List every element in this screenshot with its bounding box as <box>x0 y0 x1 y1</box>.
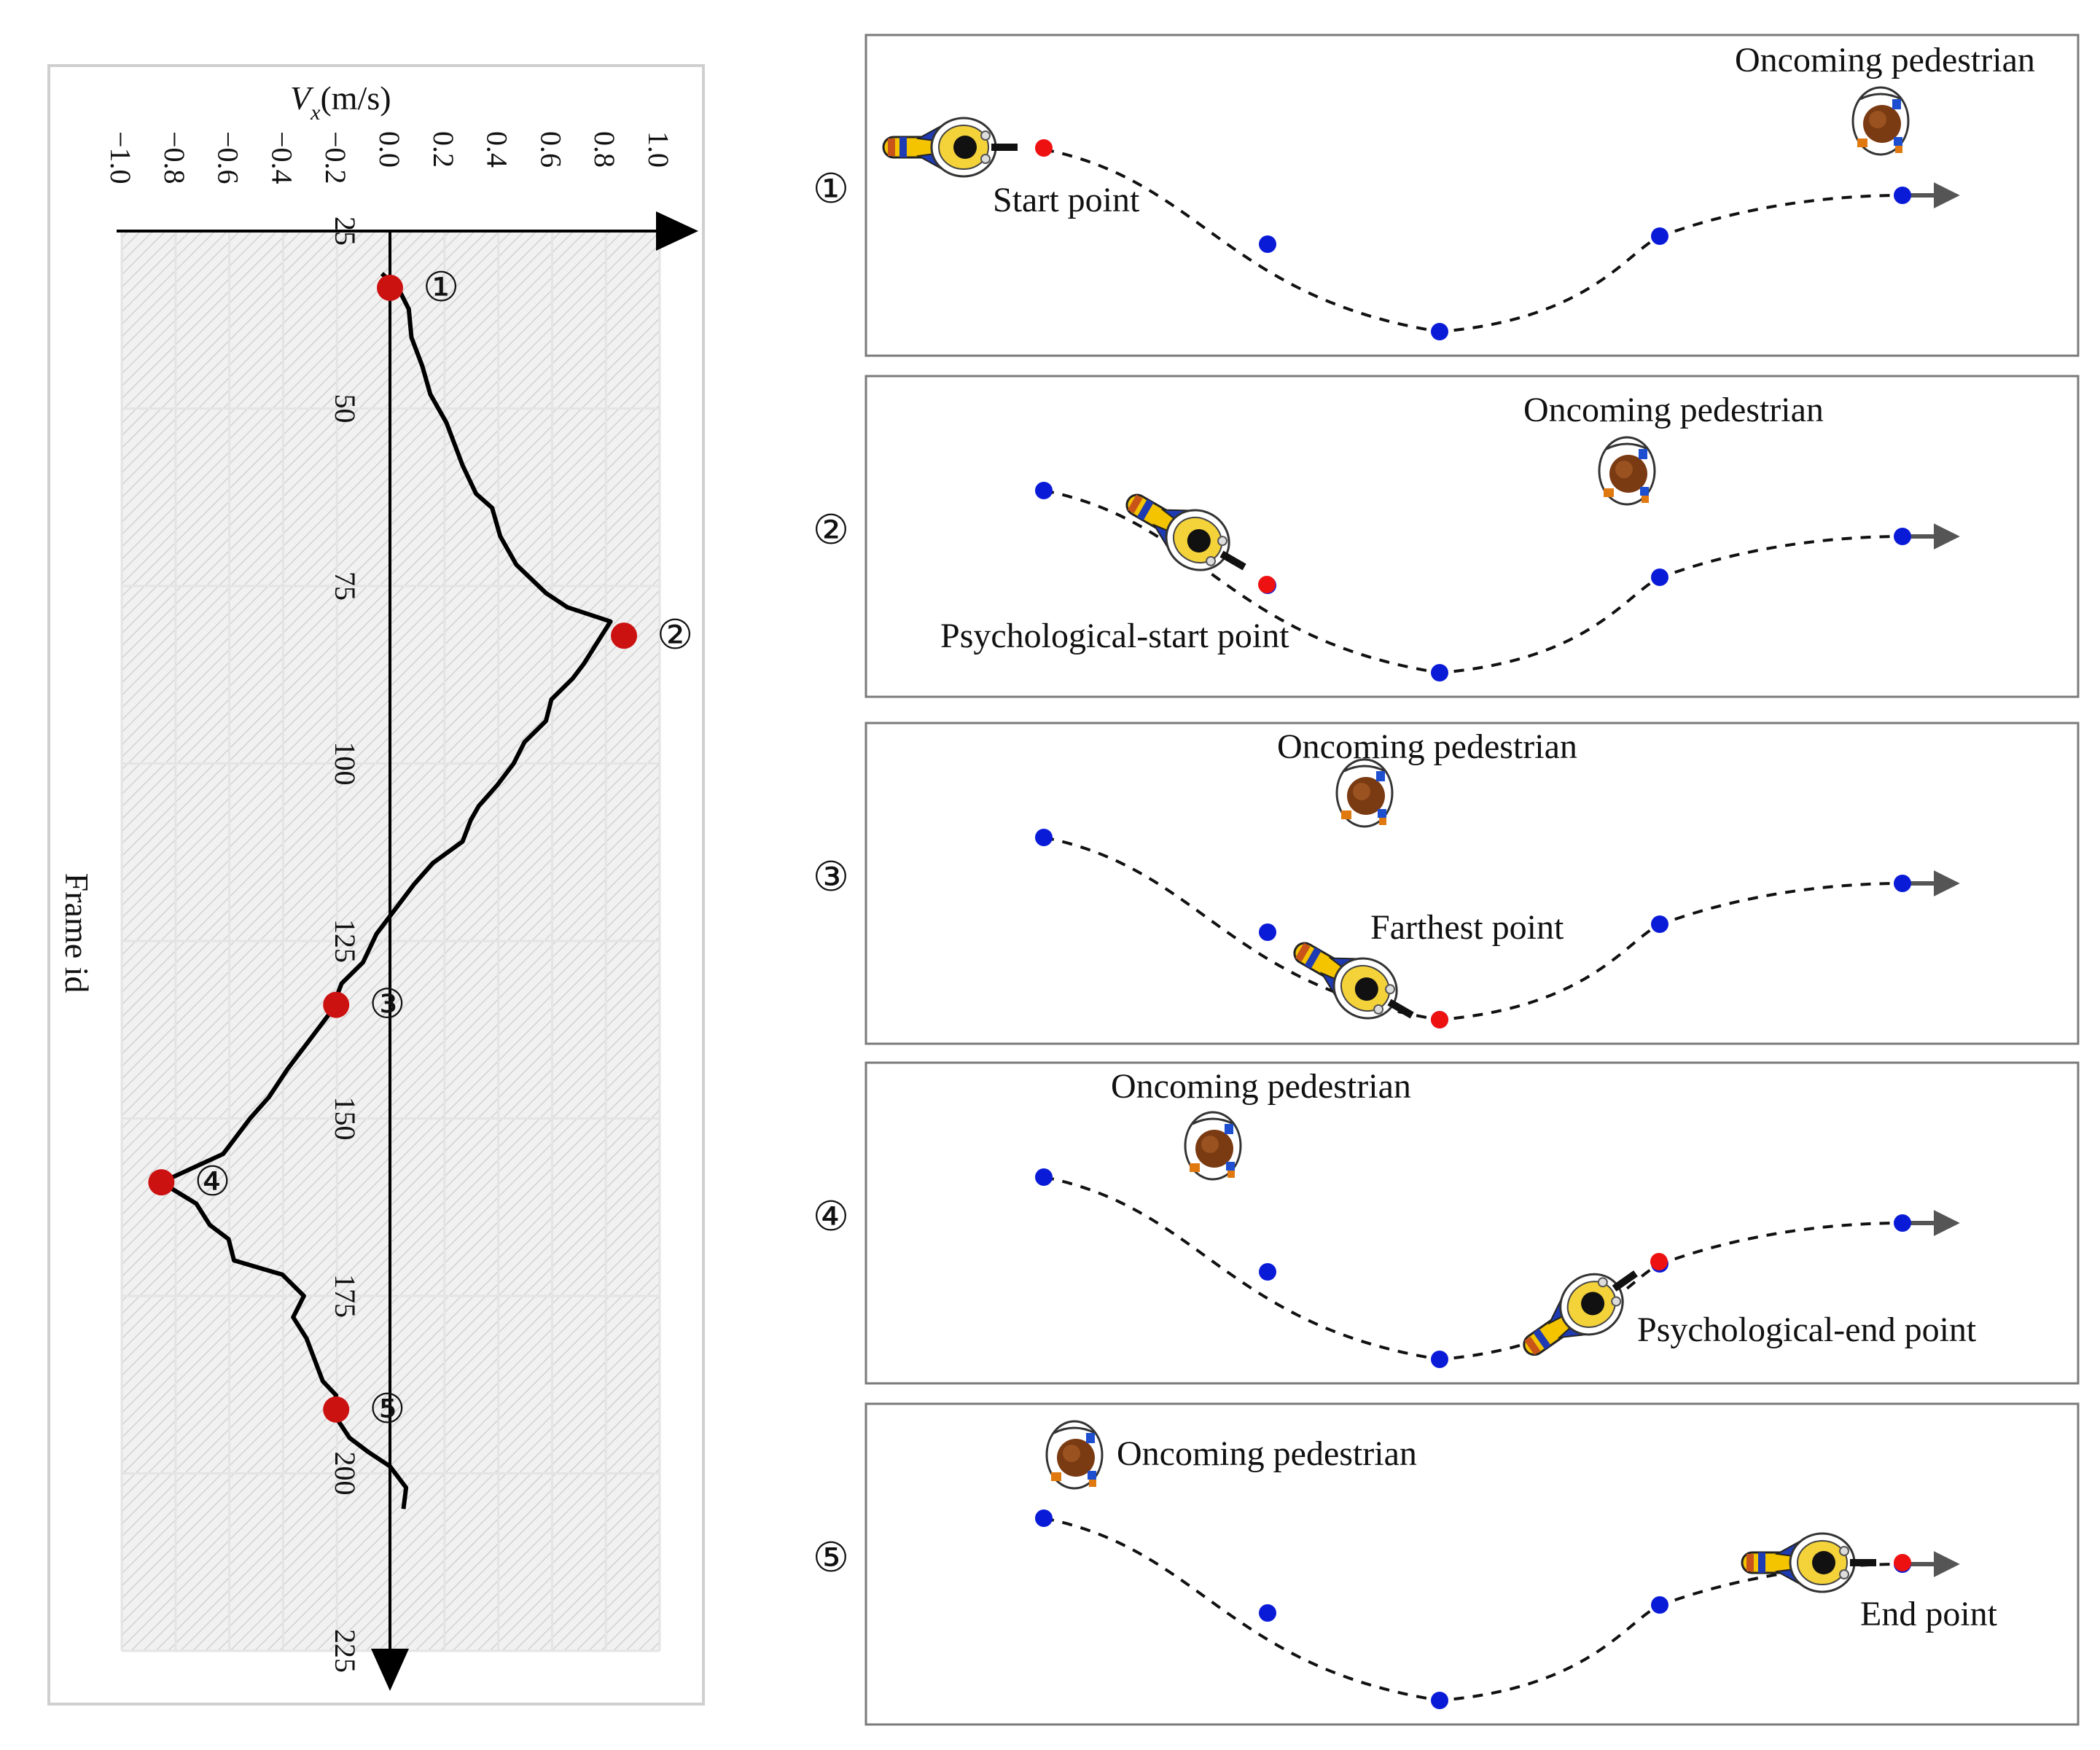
key-point-dot <box>377 274 403 301</box>
panel-frame <box>864 1061 2080 1385</box>
pedestrian-label: Oncoming pedestrian <box>1523 391 1824 429</box>
waypoint-dot <box>1035 482 1053 499</box>
key-point-dot <box>148 1169 175 1196</box>
waypoint-dot <box>1431 1692 1448 1709</box>
panel-1: ① Oncoming pedestrian Start point <box>813 34 2080 357</box>
pedestrian-label: Oncoming pedestrian <box>1277 727 1577 766</box>
scenario-panels: ① Oncoming pedestrian Start point ② Oncoming… <box>813 34 2080 1726</box>
y-tick-label: 100 <box>329 742 362 786</box>
x-tick-label: −0.8 <box>158 131 191 184</box>
key-point-label: ① <box>423 265 459 310</box>
pedestrian-icon <box>1335 758 1394 828</box>
y-tick-label: 50 <box>329 394 362 423</box>
waypoint-dot <box>1035 829 1053 846</box>
x-tick-label: −0.4 <box>265 131 298 184</box>
x-tick-label: 1.0 <box>642 131 675 168</box>
pedestrian-icon <box>1184 1111 1242 1181</box>
x-tick-label: 0.6 <box>534 131 567 168</box>
panel-frame <box>864 722 2080 1045</box>
key-point-dot <box>323 1396 350 1423</box>
panel-5: ⑤ Oncoming pedestrian End point <box>813 1402 2080 1726</box>
series-line <box>159 272 613 1509</box>
x-axis-arrow <box>656 211 698 251</box>
waypoint-dot <box>1259 923 1276 941</box>
waypoint-dot <box>1894 187 1911 204</box>
x-tick-label: −1.0 <box>104 131 137 184</box>
point-label: Start point <box>993 181 1140 219</box>
x-tick-labels: −1.0 −0.8 −0.6 −0.4 −0.2 0.0 0.2 0.4 0.6 0.8 1.0 <box>104 131 675 184</box>
x-tick-label: 0.2 <box>427 131 460 168</box>
x-axis-title: Vx(m/s) <box>290 79 391 125</box>
waypoint-dot <box>1651 569 1668 586</box>
y-tick-label: 75 <box>329 571 362 601</box>
point-label: End point <box>1860 1595 1998 1633</box>
cyclist-position-dot <box>1894 1554 1911 1571</box>
x-tick-label: 0.0 <box>373 131 406 168</box>
waypoint-dot <box>1431 664 1448 681</box>
key-point-dot <box>323 991 350 1018</box>
waypoint-dot <box>1894 1214 1911 1232</box>
key-point-label: ② <box>657 613 693 658</box>
panel-marker: ④ <box>813 1195 849 1240</box>
point-label: Psychological-end point <box>1637 1310 1977 1349</box>
waypoint-dot <box>1035 1509 1053 1527</box>
x-tick-label: −0.6 <box>212 131 245 184</box>
y-tick-label: 225 <box>329 1629 362 1673</box>
pedestrian-label: Oncoming pedestrian <box>1117 1434 1417 1473</box>
key-points: ① ② ③ ④ ⑤ <box>148 265 693 1432</box>
y-tick-label: 125 <box>329 919 362 963</box>
waypoint-dot <box>1259 1263 1276 1281</box>
cyclist-position-dot <box>1258 576 1276 593</box>
panel-4: ④ Oncoming pedestrian Psychological-end po… <box>813 1061 2080 1385</box>
panel-marker: ① <box>813 167 849 212</box>
panel-3: ③ Oncoming pedestrian Farthest point <box>813 722 2080 1045</box>
y-tick-label: 200 <box>329 1452 362 1496</box>
waypoint-dot <box>1651 915 1668 933</box>
velocity-series <box>159 272 613 1509</box>
y-tick-label: 150 <box>329 1097 362 1141</box>
key-point-label: ③ <box>369 983 405 1028</box>
waypoint-dot <box>1894 528 1911 545</box>
pedestrian-icon <box>1851 86 1910 156</box>
waypoint-dot <box>1431 323 1448 340</box>
point-label: Psychological-start point <box>940 617 1289 655</box>
x-tick-label: 0.4 <box>481 131 514 168</box>
panel-marker: ② <box>813 508 849 553</box>
pedestrian-label: Oncoming pedestrian <box>1111 1067 1411 1106</box>
pedestrian-label: Oncoming pedestrian <box>1735 41 2035 79</box>
waypoint-dot <box>1259 1604 1276 1622</box>
cyclist-position-dot <box>1035 139 1053 157</box>
waypoint-dot <box>1651 1596 1668 1614</box>
panel-frame <box>864 375 2080 698</box>
y-axis-arrow <box>371 1649 409 1691</box>
pedestrian-icon <box>1598 436 1656 506</box>
velocity-chart: Vx(m/s) Frame id −1.0 −0.8 −0.6 −0.4 −0.2 0.0… <box>47 64 705 1706</box>
x-tick-label: −0.2 <box>319 131 352 184</box>
key-point-label: ④ <box>194 1160 230 1205</box>
key-point-dot <box>611 622 638 649</box>
waypoint-dot <box>1259 235 1276 253</box>
panel-marker: ③ <box>813 855 849 900</box>
key-point-label: ⑤ <box>369 1387 405 1432</box>
waypoint-dot <box>1035 1168 1053 1186</box>
y-tick-label: 175 <box>329 1274 362 1318</box>
panel-marker: ⑤ <box>813 1536 849 1581</box>
cyclist-position-dot <box>1431 1011 1448 1028</box>
waypoint-dot <box>1894 875 1911 892</box>
waypoint-dot <box>1431 1351 1448 1368</box>
pedestrian-icon <box>1045 1420 1104 1490</box>
x-tick-label: 0.8 <box>588 131 621 168</box>
axes <box>117 211 698 1691</box>
cyclist-position-dot <box>1650 1253 1668 1270</box>
waypoint-dot <box>1651 227 1668 245</box>
panel-2: ② Oncoming pedestrian Psychological-start … <box>813 375 2080 698</box>
y-axis-title: Frame id <box>58 873 95 993</box>
point-label: Farthest point <box>1370 908 1564 947</box>
